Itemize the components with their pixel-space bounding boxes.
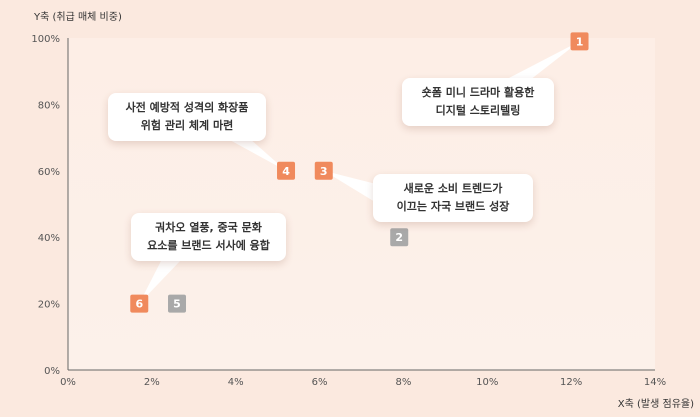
callout-pointers [139, 41, 580, 304]
y-tick-label: 60% [38, 167, 60, 178]
callout-line: 숏폼 미니 드라마 활용한 [421, 86, 535, 99]
marker-label: 6 [135, 298, 143, 311]
plot-area [68, 38, 655, 370]
data-points: 1 2 3 4 5 6 [130, 32, 589, 313]
marker-label: 2 [395, 231, 403, 244]
x-tick-label: 8% [395, 377, 411, 388]
callout-line: 궈차오 열풍, 중국 문화 [155, 221, 262, 234]
marker-box [390, 228, 409, 247]
data-point-marker: 6 [130, 294, 149, 313]
x-tick-label: 10% [476, 377, 498, 388]
callout-line: 사전 예방적 성격의 화장품 [125, 101, 249, 114]
x-tick-label: 6% [312, 377, 328, 388]
y-tick-labels: 0% 20% 40% 60% 80% 100% [31, 34, 60, 377]
x-tick-label: 0% [60, 377, 76, 388]
y-tick-label: 100% [31, 34, 60, 45]
marker-box [570, 32, 589, 51]
marker-box [168, 294, 187, 313]
callout-line: 디지털 스토리텔링 [435, 104, 521, 117]
y-axis-title: Y축 (취급 매체 비중) [33, 11, 122, 23]
x-tick-labels: 0% 2% 4% 6% 8% 10% 12% 14% [60, 377, 666, 388]
marker-label: 4 [282, 165, 290, 178]
data-point-marker: 3 [314, 161, 333, 180]
data-point-marker: 5 [168, 294, 187, 313]
data-point-marker: 4 [277, 161, 296, 180]
marker-box [314, 161, 333, 180]
y-tick-label: 40% [38, 233, 60, 244]
data-point-marker: 1 [570, 32, 589, 51]
callout-pointer [139, 259, 182, 304]
x-tick-label: 2% [144, 377, 160, 388]
data-point-marker: 2 [390, 228, 409, 247]
callout-line: 요소를 브랜드 서사에 융합 [147, 239, 270, 252]
x-axis-title: X축 (발생 점유율) [618, 398, 694, 410]
y-tick-label: 20% [38, 300, 60, 311]
x-tick-label: 14% [644, 377, 666, 388]
marker-label: 3 [320, 165, 328, 178]
marker-label: 5 [173, 298, 181, 311]
y-tick-label: 0% [44, 366, 60, 377]
callout-pointer [228, 139, 287, 171]
marker-box [277, 161, 296, 180]
x-tick-label: 12% [560, 377, 582, 388]
callout-line: 위험 관리 체계 마련 [140, 119, 234, 132]
callout-line: 새로운 소비 트렌드가 [403, 182, 503, 195]
marker-box [130, 294, 149, 313]
y-tick-label: 80% [38, 100, 60, 111]
callout-pointer [505, 41, 580, 80]
x-tick-label: 4% [228, 377, 244, 388]
callout-pointer [323, 170, 380, 205]
callout-line: 이끄는 자국 브랜드 성장 [396, 200, 510, 213]
marker-label: 1 [576, 35, 584, 48]
